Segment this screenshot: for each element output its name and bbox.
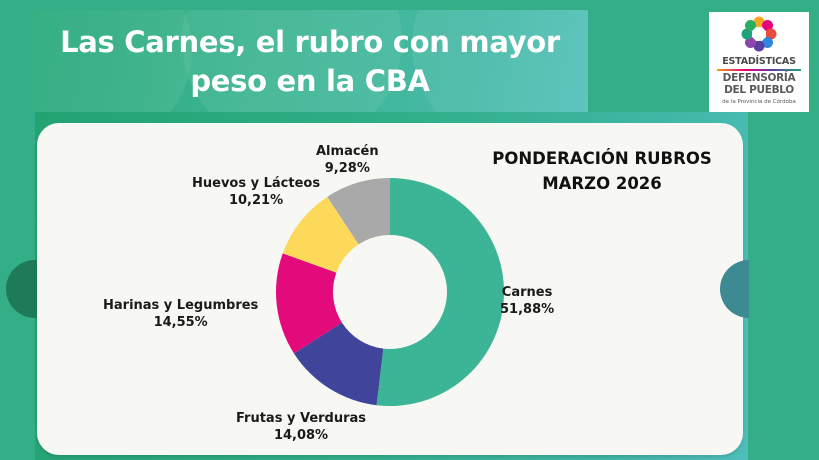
label-almacen: Almacén 9,28% (316, 143, 379, 177)
logo-defensoria: DEFENSORÍA DEL PUEBLO (709, 72, 809, 96)
chart-title-line-1: PONDERACIÓN RUBROS (492, 149, 712, 168)
logo-estadisticas: ESTADÍSTICAS (722, 56, 796, 67)
label-almacen-value: 9,28% (324, 161, 370, 176)
title-banner: Las Carnes, el rubro con mayor peso en l… (32, 10, 588, 113)
slice-huevos-lacteos (282, 196, 359, 273)
decorative-arc (32, 10, 192, 113)
right-background-strip (748, 112, 819, 460)
slice-frutas-verduras (293, 322, 384, 406)
headline: Las Carnes, el rubro con mayor peso en l… (32, 23, 588, 101)
flower-emblem-icon (741, 16, 777, 52)
label-carnes-name: Carnes (501, 285, 553, 300)
logo-provincia: de la Provincia de Córdoba (722, 99, 796, 105)
label-huevos-lacteos: Huevos y Lácteos 10,21% (192, 175, 320, 209)
label-frutas-verduras: Frutas y Verduras 14,08% (236, 410, 366, 444)
label-harinas-legumbres: Harinas y Legumbres 14,55% (103, 297, 258, 331)
label-frutas-verduras-name: Frutas y Verduras (236, 411, 367, 426)
logo-divider (717, 69, 801, 71)
label-carnes-value: 51,88% (500, 302, 555, 317)
label-carnes: Carnes 51,88% (500, 284, 554, 318)
headline-line-1: Las Carnes, el rubro con mayor (60, 25, 560, 59)
label-frutas-verduras-value: 14,08% (273, 428, 329, 443)
logo-line-defensoria: DEFENSORÍA (722, 72, 796, 84)
logo-line-del-pueblo: DEL PUEBLO (724, 84, 794, 96)
label-harinas-legumbres-value: 14,55% (153, 315, 208, 330)
slice-harinas-legumbres (276, 253, 342, 354)
label-harinas-legumbres-name: Harinas y Legumbres (103, 298, 259, 313)
decorative-arc (182, 10, 402, 113)
decorative-arc (412, 10, 588, 113)
donut-chart (276, 178, 504, 406)
chart-title: PONDERACIÓN RUBROS MARZO 2026 (468, 146, 736, 196)
label-almacen-name: Almacén (316, 144, 379, 159)
slice-carnes (376, 178, 504, 406)
label-huevos-lacteos-name: Huevos y Lácteos (192, 176, 321, 191)
slice-almacen (327, 178, 390, 245)
logo: ESTADÍSTICAS DEFENSORÍA DEL PUEBLO de la… (709, 12, 809, 112)
label-huevos-lacteos-value: 10,21% (228, 193, 284, 208)
chart-title-line-2: MARZO 2026 (542, 174, 662, 193)
headline-line-2: peso en la CBA (190, 64, 430, 98)
